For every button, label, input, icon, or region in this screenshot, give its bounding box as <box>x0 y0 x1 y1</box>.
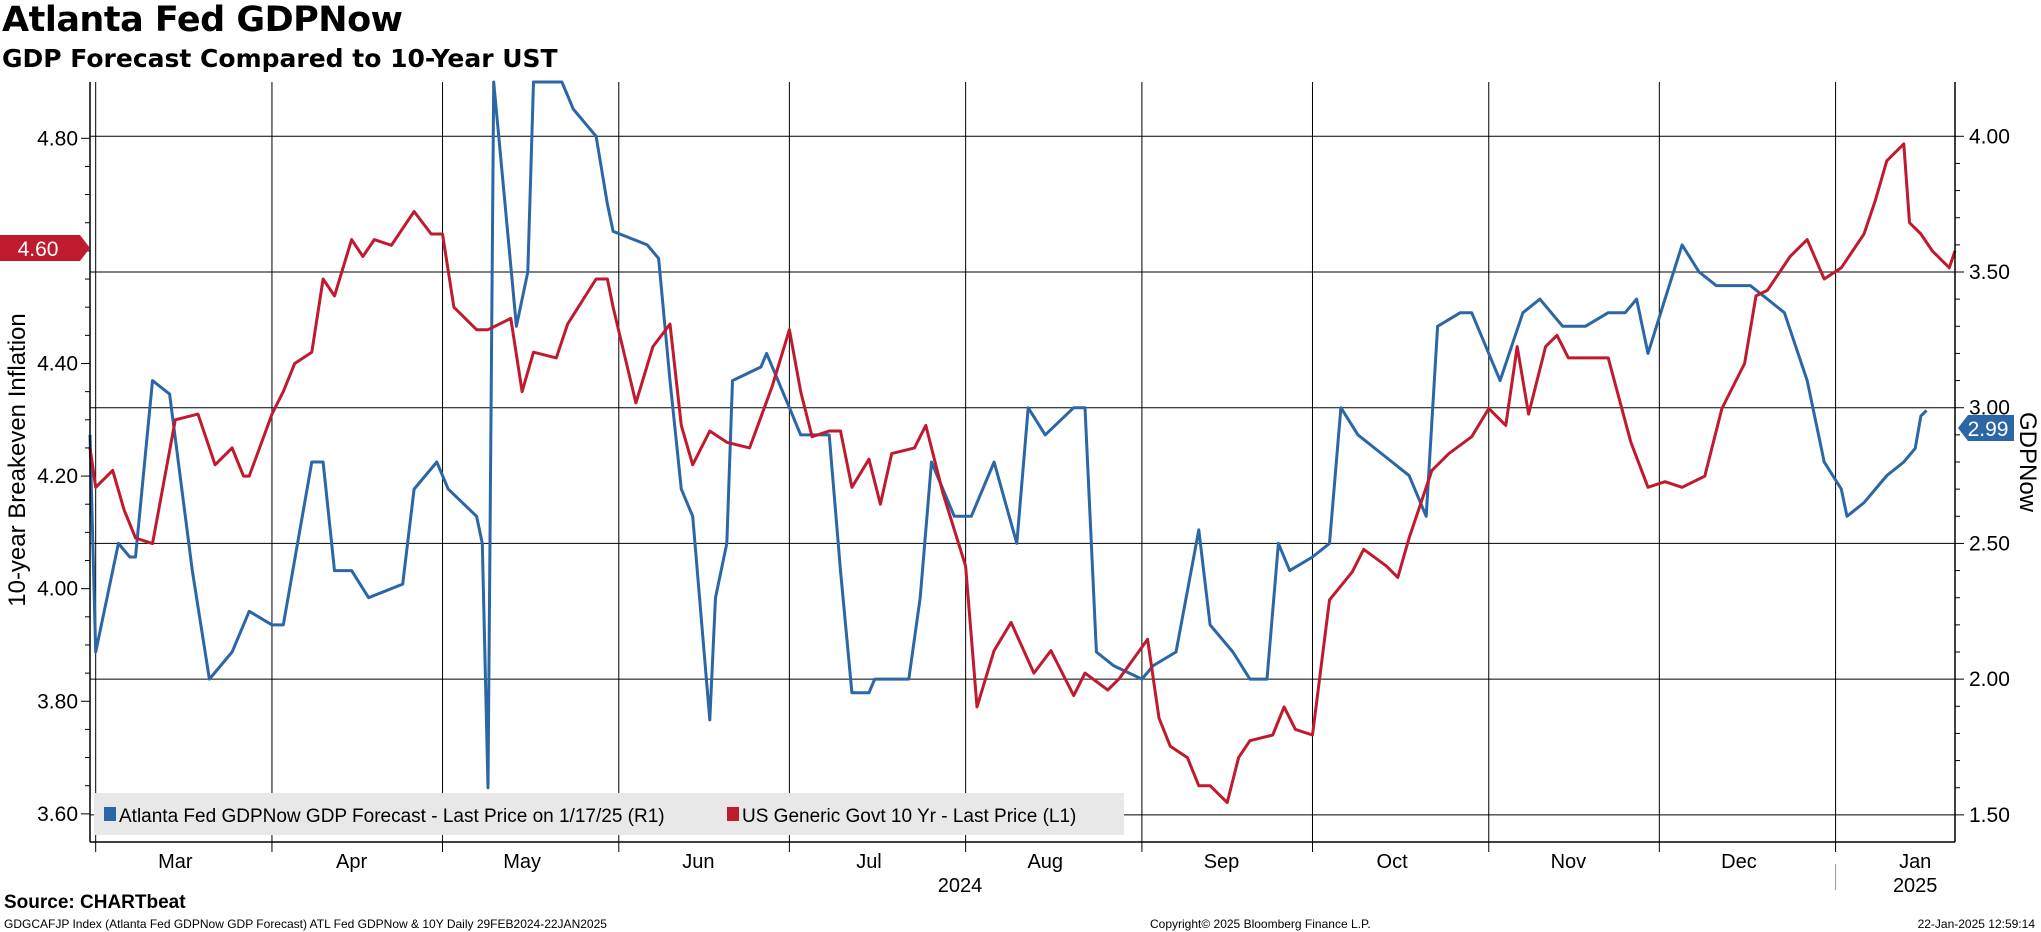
last-value-tag-right-text: 2.99 <box>1968 418 2009 441</box>
legend-label-gdpnow: Atlanta Fed GDPNow GDP Forecast - Last P… <box>119 806 665 827</box>
chart-subtitle: GDP Forecast Compared to 10-Year UST <box>2 44 558 73</box>
right-axis-title: GDPNow <box>2014 412 2041 513</box>
left-axis-tick-label: 4.40 <box>37 352 78 375</box>
series-line-ust10y <box>88 142 1957 805</box>
source-note: Source: CHARTbeat <box>4 892 186 913</box>
footer-timestamp: 22-Jan-2025 12:59:14 <box>1917 917 2035 931</box>
right-axis-tick-label: 2.00 <box>1969 668 2010 691</box>
last-value-tag-left-text: 4.60 <box>18 238 59 261</box>
right-axis-tick-label: 2.50 <box>1969 532 2010 555</box>
footer-index-info: GDGCAFJP Index (Atlanta Fed GDPNow GDP F… <box>4 917 607 931</box>
right-axis-tick-label: 3.50 <box>1969 261 2010 284</box>
left-axis-tick-label: 4.80 <box>37 127 78 150</box>
x-axis-month-label: Oct <box>1377 851 1409 873</box>
legend: Atlanta Fed GDPNow GDP Forecast - Last P… <box>94 793 1124 835</box>
footer-copyright: Copyright© 2025 Bloomberg Finance L.P. <box>1150 917 1371 931</box>
x-axis-year-label: 2025 <box>1893 875 1938 897</box>
x-axis-month-label: Jul <box>856 851 882 873</box>
left-axis-tick-label: 4.20 <box>37 465 78 488</box>
left-axis-tick-label: 4.00 <box>37 578 78 601</box>
right-axis-tick-label: 3.00 <box>1969 397 2010 420</box>
x-axis-month-label: Aug <box>1027 851 1063 873</box>
legend-swatch-ust10y <box>727 807 739 821</box>
x-axis-month-label: Jun <box>682 851 714 873</box>
legend-label-ust10y: US Generic Govt 10 Yr - Last Price (L1) <box>742 806 1076 827</box>
legend-background <box>94 793 1124 835</box>
x-axis-month-label: Nov <box>1551 851 1587 873</box>
left-axis-title: 10-year Breakeven Inflation <box>4 313 31 607</box>
x-axis-month-label: Apr <box>336 851 367 873</box>
series-layer <box>88 80 1957 805</box>
last-value-tag-left: 4.60 <box>0 235 90 261</box>
x-axis-month-label: Jan <box>1899 851 1931 873</box>
grid-layer <box>90 82 1955 842</box>
x-axis-month-label: Dec <box>1721 851 1757 873</box>
x-axis-year-label: 2024 <box>938 875 983 897</box>
x-axis-month-label: Mar <box>158 851 193 873</box>
axis-layer: 3.603.804.004.204.404.604.801.502.002.50… <box>37 82 2010 897</box>
last-value-tag-left-shape <box>0 235 90 261</box>
x-axis-month-label: May <box>503 851 541 873</box>
left-axis-tick-label: 3.60 <box>37 803 78 826</box>
last-value-tag-right-shape <box>1958 415 2014 441</box>
chart-title: Atlanta Fed GDPNow <box>2 0 403 40</box>
last-value-tag-right: 2.99 <box>1958 415 2014 441</box>
series-line-gdpnow <box>88 80 1928 790</box>
right-axis-tick-label: 4.00 <box>1969 125 2010 148</box>
right-axis-tick-label: 1.50 <box>1969 804 2010 827</box>
x-axis-month-label: Sep <box>1204 851 1240 873</box>
legend-swatch-gdpnow <box>104 807 116 821</box>
left-axis-tick-label: 3.80 <box>37 690 78 713</box>
